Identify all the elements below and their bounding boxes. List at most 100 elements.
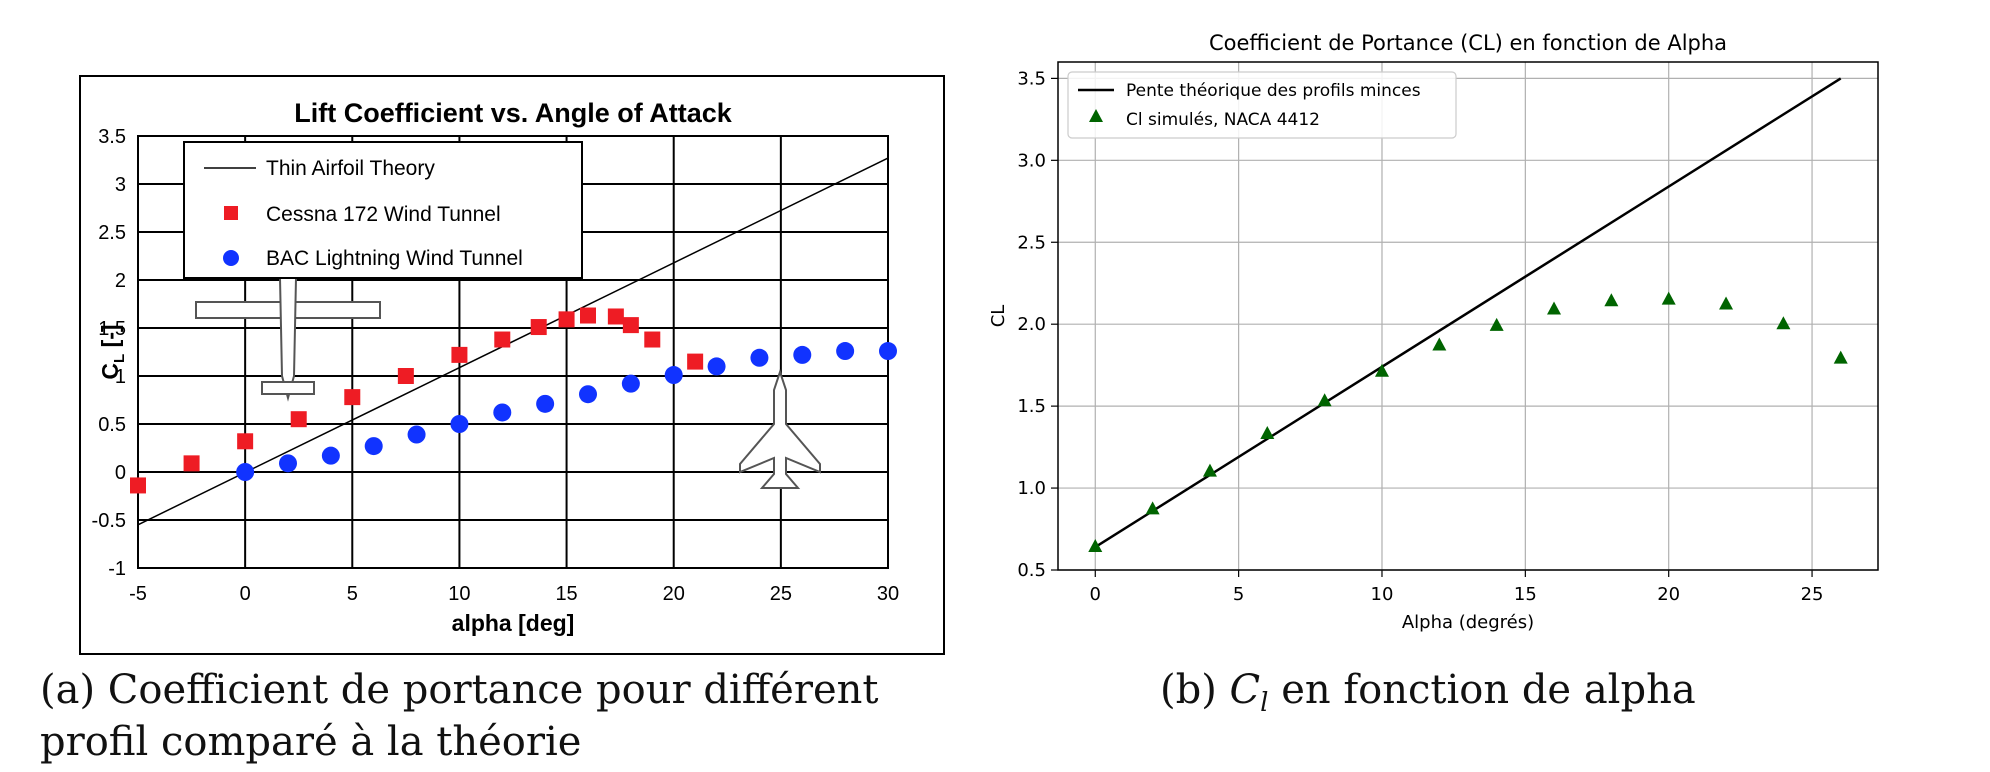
chart-a-cessna-point (558, 311, 575, 328)
chart-a-legend-label: Cessna 172 Wind Tunnel (266, 203, 501, 226)
chart-b-series-theory-line (1094, 77, 1842, 549)
chart-a-legend (183, 141, 583, 279)
chart-b-legend-label: Pente théorique des profils minces (1126, 81, 1421, 101)
chart-a-x-tick-label: -5 (129, 583, 147, 605)
chart-b-naca-point (1260, 425, 1275, 439)
chart-b-x-tick-label: 10 (1371, 584, 1394, 605)
chart-a-cessna-point (397, 368, 414, 384)
chart-b-y-tick-label: 2.5 (1017, 232, 1046, 253)
chart-a-cessna-point (622, 317, 639, 334)
chart-a-y-tick-label: -0.5 (92, 510, 126, 532)
chart-a-x-tick-label: 5 (347, 583, 358, 605)
chart-b-legend (1067, 71, 1457, 139)
chart-b-legend-triangle-key (1089, 109, 1103, 122)
chart-a-cessna-point (607, 308, 624, 325)
chart-a-bac-lightning-point (407, 425, 426, 444)
chart-b-naca-point (1489, 317, 1504, 331)
chart-a-y-tick-label: 2.5 (98, 222, 126, 244)
chart-b-y-tick-label: 3.5 (1017, 68, 1046, 89)
cessna-172-airplane-icon (195, 272, 381, 402)
chart-b-title: Coefficient de Portance (CL) en fonction… (1209, 31, 1727, 55)
caption-b-label: (b) (1160, 667, 1217, 713)
chart-b-naca-point (1604, 293, 1619, 307)
chart-b-naca-point (1317, 393, 1332, 407)
lift-coefficient-chart-a: -5 0 5 10 15 20 25 30 -1 -0.5 0 0.5 1 1.5 2 2.5 3 3.5 Lift… (79, 75, 945, 655)
chart-b-y-tick-label: 1.0 (1017, 478, 1046, 499)
chart-a-y-tick-label: 3 (115, 174, 126, 196)
chart-a-y-axis-label-unit: [-] (97, 324, 123, 353)
chart-a-bac-lightning-point (536, 394, 555, 413)
chart-b-naca-point (1374, 363, 1389, 377)
bac-lightning-jet-icon (739, 368, 821, 489)
chart-a-title: Lift Coefficient vs. Angle of Attack (294, 98, 733, 128)
chart-b-x-axis-label: Alpha (degrés) (1402, 612, 1534, 633)
chart-a-x-tick-label: 20 (663, 583, 685, 605)
chart-a-x-tick-label: 25 (770, 583, 792, 605)
chart-b-x-tick-label: 0 (1090, 584, 1101, 605)
chart-a-bac-lightning-point (621, 374, 640, 393)
chart-b-x-tick-label: 20 (1657, 584, 1680, 605)
chart-b-naca-point (1719, 296, 1734, 310)
caption-a-label: (a) (40, 667, 96, 713)
chart-a-cessna-point (494, 331, 511, 348)
chart-b-y-tick-label: 1.5 (1017, 396, 1046, 417)
caption-b: (b) Cl en fonction de alpha (1160, 664, 1860, 729)
chart-a-cessna-point (687, 353, 704, 370)
chart-a-bac-lightning-point (493, 403, 512, 422)
cessna-fuselage-icon-part (278, 272, 298, 402)
chart-b-plot-area (1057, 61, 1879, 571)
chart-b-naca-point (1661, 291, 1676, 305)
chart-a-legend-circle-key (223, 250, 239, 266)
chart-a-cessna-point (644, 331, 661, 348)
chart-b-naca-point (1776, 316, 1791, 330)
chart-a-cessna-point (237, 433, 254, 450)
chart-b-naca-point (1145, 501, 1160, 515)
chart-a-y-tick-label: 3.5 (98, 126, 126, 148)
chart-a-x-tick-label: 15 (555, 583, 577, 605)
chart-a-y-tick-label: -1 (108, 558, 126, 580)
chart-a-y-axis-label-main: C (97, 363, 123, 380)
chart-a-bac-lightning-point (707, 357, 726, 376)
chart-b-y-axis-label: CL (988, 305, 1009, 328)
chart-a-y-tick-label: 1 (115, 366, 126, 388)
caption-b-subscript: l (1260, 688, 1269, 718)
caption-a: (a) Coefficient de portance pour différe… (40, 664, 940, 768)
lift-coefficient-chart-b: 0 5 10 15 20 25 0.5 1.0 1.5 2.0 2.5 3.0 3.5 Coefficie… (988, 31, 1879, 633)
chart-b-legend-label: Cl simulés, NACA 4412 (1126, 110, 1320, 130)
chart-b-y-tick-label: 3.0 (1017, 150, 1046, 171)
chart-a-cessna-point (530, 319, 547, 336)
chart-a-bac-lightning-point (364, 437, 383, 456)
chart-b-y-tick-label: 0.5 (1017, 560, 1046, 581)
chart-a-bac-lightning-point (836, 342, 855, 361)
chart-a-y-axis-label-sub: L (111, 354, 128, 363)
chart-a-x-axis-label: alpha [deg] (452, 610, 575, 636)
chart-a-cessna-point (130, 477, 146, 494)
chart-a-y-tick-label: 2 (115, 270, 126, 292)
caption-b-symbol: C (1229, 667, 1261, 713)
chart-a-bac-lightning-point (664, 366, 683, 385)
chart-a-y-tick-label: 0 (115, 462, 126, 484)
chart-a-x-tick-label: 10 (448, 583, 470, 605)
chart-b-naca-point (1088, 539, 1103, 553)
chart-a-legend-label: Thin Airfoil Theory (266, 157, 435, 180)
chart-a-y-axis-label: CL [-] (97, 324, 128, 379)
chart-b-x-tick-label: 15 (1514, 584, 1537, 605)
cessna-tailplane-icon-part (261, 381, 315, 395)
chart-a-bac-lightning-point (793, 345, 812, 364)
chart-b-naca-point (1202, 463, 1217, 477)
chart-a-legend-label: BAC Lightning Wind Tunnel (266, 247, 523, 270)
chart-a-x-tick-label: 30 (877, 583, 899, 605)
chart-a-bac-lightning-point (321, 446, 340, 465)
chart-a-y-tick-label: 0.5 (98, 414, 126, 436)
chart-a-bac-lightning-point (879, 342, 897, 361)
chart-a-x-tick-label: 0 (240, 583, 251, 605)
chart-a-bac-lightning-point (236, 463, 255, 481)
chart-a-cessna-point (183, 455, 200, 472)
chart-b-x-tick-label: 25 (1801, 584, 1824, 605)
chart-b-naca-point (1432, 337, 1447, 351)
chart-b-naca-point (1547, 301, 1562, 315)
chart-a-bac-lightning-point (579, 385, 597, 404)
chart-a-cessna-point (290, 411, 307, 428)
chart-a-cessna-point (451, 346, 468, 363)
chart-a-cessna-point (580, 307, 596, 324)
